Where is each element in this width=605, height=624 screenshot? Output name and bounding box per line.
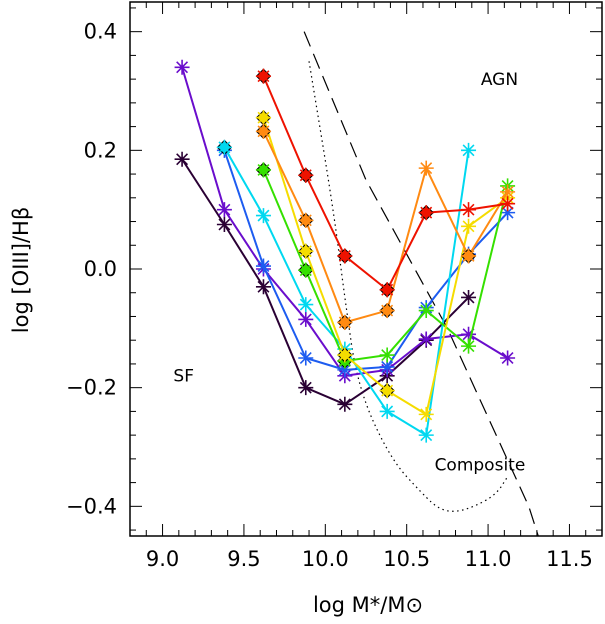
region-annotations: AGN SF Composite: [173, 70, 525, 476]
star-point-marker: [298, 380, 314, 396]
series-0: [174, 151, 477, 412]
star-point-marker: [379, 282, 395, 298]
composite-boundary-dotted-line: [308, 61, 509, 512]
star-point-marker: [461, 338, 477, 354]
star-point-marker: [461, 142, 477, 158]
series-3: [216, 139, 477, 443]
star-point-marker: [255, 68, 271, 84]
x-tick-label: 9.5: [227, 547, 260, 571]
star-point-marker: [461, 289, 477, 305]
axis-labels: log M*/M⊙ log [OIII]/Hβ: [9, 207, 423, 617]
star-point-marker: [255, 208, 271, 224]
annotation-composite: Composite: [435, 456, 526, 476]
star-point-marker: [461, 202, 477, 218]
star-point-marker: [418, 406, 434, 422]
star-point-marker: [379, 359, 395, 375]
star-point-marker: [298, 243, 314, 259]
star-point-marker: [298, 311, 314, 327]
classification-boundaries: [303, 31, 539, 536]
x-tick-label: 11.5: [546, 547, 593, 571]
star-point-marker: [418, 427, 434, 443]
y-tick-label: −0.4: [66, 494, 117, 518]
star-point-marker: [337, 362, 353, 378]
star-point-marker: [461, 248, 477, 264]
star-point-marker: [174, 59, 190, 75]
star-point-marker: [379, 347, 395, 363]
star-point-marker: [255, 162, 271, 178]
star-point-marker: [418, 331, 434, 347]
agn-boundary-dashed-line: [303, 31, 539, 536]
series-6: [255, 123, 516, 331]
star-point-marker: [216, 217, 232, 232]
star-point-marker: [461, 326, 477, 342]
y-tick-label: 0.2: [84, 138, 117, 162]
star-point-marker: [337, 314, 353, 330]
star-point-marker: [337, 396, 353, 412]
star-point-marker: [379, 383, 395, 399]
star-point-marker: [337, 347, 353, 363]
plot-area-border: [129, 1, 603, 537]
series-line: [181, 158, 470, 406]
x-axis-label: log M*/M⊙: [313, 593, 423, 617]
star-point-marker: [500, 205, 516, 221]
star-point-marker: [174, 151, 190, 167]
star-point-marker: [298, 262, 314, 278]
x-tick-label: 10.5: [383, 547, 430, 571]
star-point-marker: [216, 202, 232, 218]
star-point-marker: [298, 167, 314, 183]
x-tick-label: 11.0: [465, 547, 512, 571]
star-point-marker: [298, 297, 314, 313]
star-point-marker: [216, 139, 232, 155]
star-point-marker: [500, 196, 516, 212]
star-point-marker: [500, 350, 516, 366]
data-series: [174, 59, 516, 443]
star-point-marker: [418, 205, 434, 221]
star-point-marker: [418, 160, 434, 176]
annotation-agn: AGN: [481, 70, 518, 90]
star-point-marker: [418, 303, 434, 319]
star-point-marker: [337, 248, 353, 264]
star-point-marker: [255, 123, 271, 139]
y-axis-label: log [OIII]/Hβ: [9, 207, 33, 333]
star-point-marker: [379, 303, 395, 319]
y-tick-label: −0.2: [66, 376, 117, 400]
y-tick-label: 0.4: [84, 20, 117, 44]
star-point-marker: [298, 350, 314, 366]
x-tick-label: 9.0: [146, 547, 179, 571]
plot-frame: [129, 1, 603, 537]
x-tick-label: 10.0: [302, 547, 349, 571]
annotation-sf: SF: [173, 367, 194, 387]
star-point-marker: [379, 403, 395, 419]
y-tick-label: 0.0: [84, 257, 117, 281]
series-4: [255, 162, 516, 369]
star-point-marker: [298, 212, 314, 228]
star-point-marker: [255, 258, 271, 274]
axis-ticks: 9.0 9.5 10.0 10.5 11.0 11.5 −0.4 −0.2 0.0 0.2 0.4: [66, 2, 603, 571]
series-line: [223, 150, 509, 371]
star-point-marker: [255, 110, 271, 126]
series-7: [255, 68, 516, 298]
star-point-marker: [500, 184, 516, 200]
star-point-marker: [255, 279, 271, 295]
star-point-marker: [461, 218, 477, 234]
